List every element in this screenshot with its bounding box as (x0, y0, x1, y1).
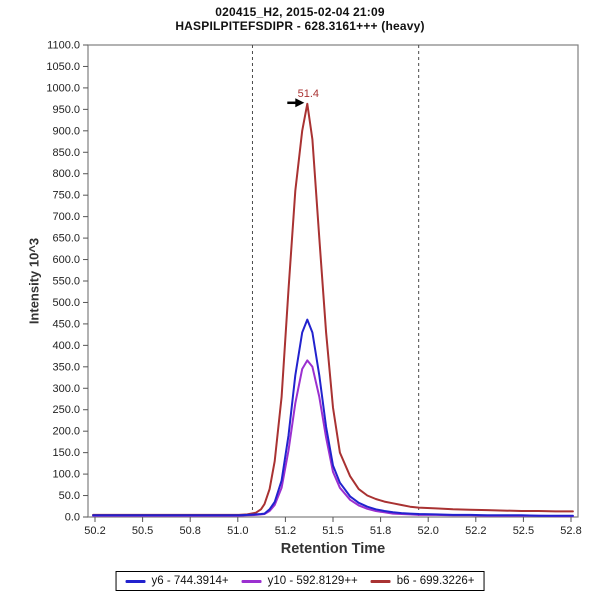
x-tick-label: 52.2 (465, 525, 486, 537)
x-tick-label: 51.0 (227, 525, 248, 537)
legend-line-swatch-y6 (125, 579, 146, 583)
x-axis-title: Retention Time (280, 541, 386, 557)
y-tick-label: 350.0 (52, 361, 80, 373)
chart-title-line1: 020415_H2, 2015-02-04 21:09 (215, 5, 385, 19)
legend-item-y10: y10 - 592.8129++ (241, 575, 358, 587)
y-tick-label: 400.0 (52, 340, 80, 352)
series-line-y6 (92, 318, 574, 517)
x-tick-label: 50.2 (84, 525, 105, 537)
legend-label-b6: b6 - 699.3226+ (396, 575, 475, 587)
y-tick-label: 650.0 (52, 233, 80, 245)
y-tick-label: 300.0 (52, 383, 80, 395)
y-tick-label: 700.0 (52, 211, 80, 223)
y-tick-label: 1050.0 (46, 61, 80, 73)
x-tick-label: 51.2 (275, 525, 296, 537)
x-tick-label: 50.8 (179, 525, 200, 537)
x-tick-label: 50.5 (132, 525, 153, 537)
y-tick-label: 550.0 (52, 276, 80, 288)
y-tick-label: 50.0 (59, 490, 80, 502)
legend-line-swatch-y10 (241, 579, 262, 583)
legend: y6 - 744.3914+ y10 - 592.8129++ b6 - 699.3… (115, 571, 485, 591)
series-line-y10 (92, 359, 574, 518)
peak-arrow-icon (295, 98, 305, 108)
legend-item-y6: y6 - 744.3914+ (125, 575, 229, 587)
legend-label-y6: y6 - 744.3914+ (151, 575, 229, 587)
y-tick-label: 850.0 (52, 147, 80, 159)
legend-line-swatch-b6 (370, 579, 391, 583)
y-tick-label: 150.0 (52, 447, 80, 459)
y-tick-label: 600.0 (52, 254, 80, 266)
y-tick-label: 950.0 (52, 104, 80, 116)
y-tick-label: 250.0 (52, 404, 80, 416)
x-tick-label: 51.8 (370, 525, 391, 537)
chart-title-line2: HASPILPITEFSDIPR - 628.3161+++ (heavy) (175, 19, 425, 33)
y-tick-label: 750.0 (52, 190, 80, 202)
y-tick-label: 900.0 (52, 125, 80, 137)
y-tick-label: 200.0 (52, 426, 80, 438)
y-tick-label: 0.0 (65, 512, 80, 524)
x-tick-label: 52.0 (417, 525, 438, 537)
y-tick-label: 1100.0 (47, 40, 80, 52)
y-tick-label: 450.0 (52, 318, 80, 330)
series-line-b6 (92, 102, 574, 516)
y-tick-label: 500.0 (52, 297, 80, 309)
peak-rt-label[interactable]: 51.4 (298, 88, 319, 100)
legend-item-b6: b6 - 699.3226+ (370, 575, 475, 587)
x-tick-label: 51.5 (322, 525, 343, 537)
y-tick-label: 1000.0 (46, 82, 80, 94)
y-tick-label: 100.0 (52, 469, 80, 481)
plot-frame (87, 44, 579, 518)
x-tick-label: 52.5 (513, 525, 534, 537)
y-tick-label: 800.0 (52, 168, 80, 180)
x-tick-label: 52.8 (560, 525, 581, 537)
legend-label-y10: y10 - 592.8129++ (267, 575, 358, 587)
